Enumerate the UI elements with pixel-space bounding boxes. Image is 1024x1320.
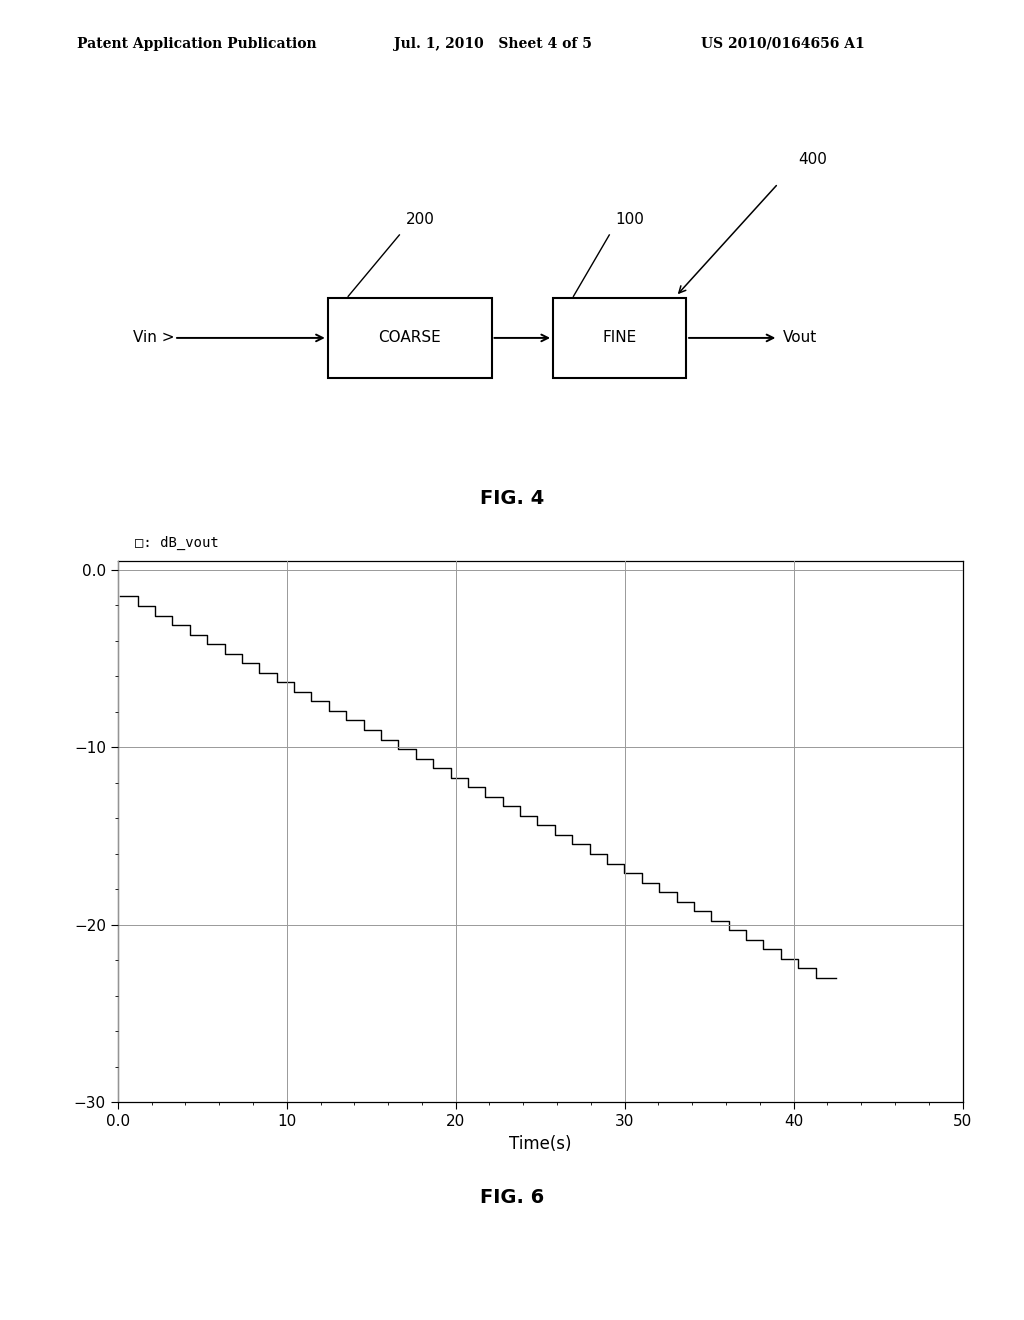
Text: Jul. 1, 2010   Sheet 4 of 5: Jul. 1, 2010 Sheet 4 of 5 xyxy=(394,37,592,51)
X-axis label: Time(s): Time(s) xyxy=(509,1135,571,1152)
Text: FIG. 4: FIG. 4 xyxy=(480,490,544,508)
Text: Vout: Vout xyxy=(783,330,817,346)
Text: 400: 400 xyxy=(799,152,827,166)
Text: 100: 100 xyxy=(615,213,644,227)
Bar xyxy=(328,298,492,378)
Text: □: dB_vout: □: dB_vout xyxy=(135,536,218,550)
Text: US 2010/0164656 A1: US 2010/0164656 A1 xyxy=(701,37,865,51)
Text: Patent Application Publication: Patent Application Publication xyxy=(77,37,316,51)
Bar xyxy=(553,298,686,378)
Text: FIG. 6: FIG. 6 xyxy=(480,1188,544,1206)
Text: 200: 200 xyxy=(406,213,434,227)
Text: COARSE: COARSE xyxy=(378,330,441,346)
Text: Vin >: Vin > xyxy=(132,330,174,346)
Text: FINE: FINE xyxy=(602,330,637,346)
